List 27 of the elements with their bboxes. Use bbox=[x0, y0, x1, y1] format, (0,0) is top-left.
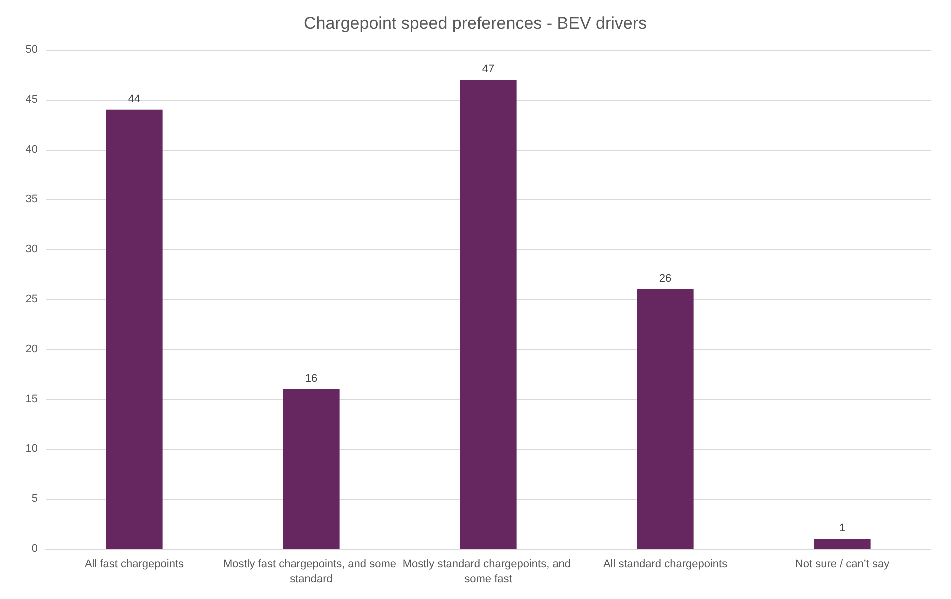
y-tick-label: 15 bbox=[26, 393, 38, 406]
y-tick-label: 0 bbox=[32, 543, 38, 555]
y-tick-label: 5 bbox=[32, 493, 38, 506]
y-tick-label: 35 bbox=[26, 194, 38, 206]
x-tick-label: Mostly fast chargepoints, and some standard bbox=[223, 558, 400, 586]
y-tick-label: 30 bbox=[26, 244, 38, 256]
x-tick-label: All standard chargepoints bbox=[603, 558, 728, 570]
bar bbox=[106, 110, 163, 549]
y-tick-label: 50 bbox=[26, 44, 38, 56]
data-label: 26 bbox=[659, 273, 672, 286]
chart-title: Chargepoint speed preferences - BEV drivers bbox=[304, 14, 648, 33]
x-tick-label: Not sure / can’t say bbox=[795, 558, 890, 570]
bar bbox=[814, 539, 871, 549]
y-tick-label: 40 bbox=[26, 144, 38, 156]
data-label: 1 bbox=[839, 522, 846, 535]
bar bbox=[460, 80, 517, 549]
y-tick-label: 45 bbox=[26, 94, 38, 106]
x-tick-label: Mostly standard chargepoints, and some fast bbox=[402, 558, 574, 586]
bar bbox=[283, 389, 340, 549]
x-tick-label: All fast chargepoints bbox=[84, 558, 185, 570]
y-tick-label: 20 bbox=[26, 343, 38, 356]
bar bbox=[637, 290, 694, 549]
data-label: 44 bbox=[128, 93, 141, 106]
data-label: 16 bbox=[305, 372, 318, 385]
y-tick-label: 10 bbox=[26, 443, 38, 456]
y-tick-label: 25 bbox=[26, 294, 38, 306]
data-label: 47 bbox=[482, 63, 495, 76]
